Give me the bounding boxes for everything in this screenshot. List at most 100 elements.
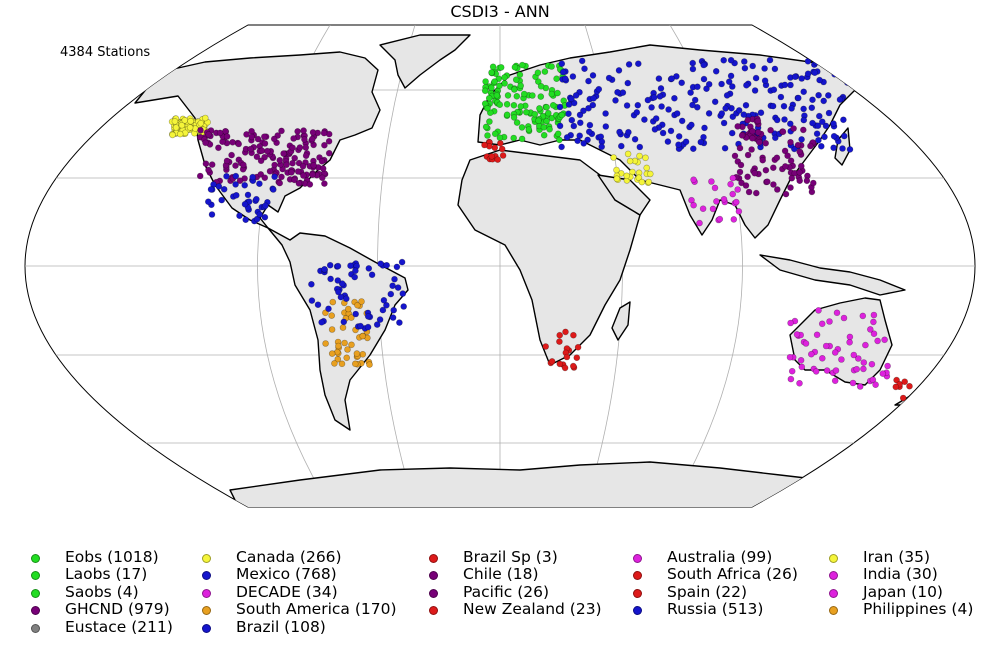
station-marker bbox=[797, 162, 805, 170]
legend-item: Mexico (768) bbox=[202, 566, 397, 583]
legend-item: Chile (18) bbox=[429, 566, 602, 583]
station-marker bbox=[808, 104, 816, 112]
station-marker bbox=[482, 78, 489, 85]
station-marker bbox=[718, 80, 725, 88]
legend-label: Brazil Sp (3) bbox=[463, 548, 558, 566]
station-marker bbox=[690, 176, 697, 183]
station-marker bbox=[635, 174, 643, 181]
station-marker bbox=[501, 74, 508, 81]
station-marker bbox=[728, 83, 736, 90]
station-marker bbox=[752, 189, 760, 197]
station-marker bbox=[705, 110, 713, 117]
legend-marker bbox=[829, 571, 838, 581]
legend-item: DECADE (34) bbox=[202, 582, 397, 601]
station-marker bbox=[856, 383, 864, 390]
station-marker bbox=[291, 154, 299, 162]
station-marker bbox=[197, 120, 205, 127]
station-marker bbox=[893, 376, 900, 384]
station-marker bbox=[866, 326, 874, 333]
station-marker bbox=[787, 157, 795, 165]
station-marker bbox=[554, 130, 562, 138]
legend-item: New Zealand (23) bbox=[429, 600, 602, 618]
station-marker bbox=[257, 171, 265, 178]
station-marker bbox=[688, 121, 695, 129]
station-marker bbox=[496, 101, 504, 108]
station-marker bbox=[713, 198, 720, 205]
station-marker bbox=[901, 378, 909, 386]
station-marker bbox=[339, 324, 347, 331]
station-marker bbox=[300, 127, 307, 134]
station-marker bbox=[511, 63, 519, 71]
station-marker bbox=[771, 65, 779, 73]
station-marker bbox=[518, 135, 526, 143]
station-marker bbox=[494, 156, 502, 163]
station-marker bbox=[924, 377, 931, 384]
legend-column-5: Iran (35) India (30) Japan (10) Philippi… bbox=[829, 548, 973, 619]
station-marker bbox=[565, 101, 573, 108]
station-marker bbox=[207, 186, 215, 193]
station-marker bbox=[613, 175, 621, 182]
station-marker bbox=[262, 202, 269, 209]
station-marker bbox=[580, 140, 588, 147]
station-marker bbox=[636, 152, 643, 160]
station-marker bbox=[580, 107, 587, 115]
station-marker bbox=[291, 176, 298, 184]
legend-label: Canada (266) bbox=[236, 548, 342, 566]
station-marker bbox=[261, 213, 269, 221]
station-marker bbox=[537, 83, 545, 90]
station-marker bbox=[271, 161, 278, 169]
station-marker bbox=[823, 367, 831, 374]
station-marker bbox=[804, 57, 812, 65]
station-marker bbox=[288, 169, 295, 176]
legend-label: DECADE (34) bbox=[236, 582, 338, 601]
legend-item: Eustace (211) bbox=[31, 618, 173, 636]
station-marker bbox=[874, 337, 881, 345]
station-marker bbox=[578, 57, 586, 65]
station-marker bbox=[244, 191, 252, 199]
legend-marker bbox=[633, 554, 642, 563]
station-marker bbox=[744, 151, 752, 159]
station-marker bbox=[314, 301, 322, 309]
station-marker bbox=[761, 77, 769, 84]
station-marker bbox=[846, 333, 854, 341]
legend-item: Japan (10) bbox=[829, 583, 973, 601]
station-marker bbox=[383, 301, 390, 309]
station-marker bbox=[498, 145, 506, 153]
station-marker bbox=[767, 126, 774, 134]
station-marker bbox=[800, 88, 808, 96]
station-marker bbox=[658, 103, 665, 110]
station-marker bbox=[556, 122, 564, 130]
station-marker bbox=[499, 152, 507, 159]
station-marker bbox=[561, 364, 569, 372]
station-marker bbox=[787, 319, 794, 327]
station-marker bbox=[729, 190, 737, 198]
station-marker bbox=[841, 74, 849, 82]
station-marker bbox=[673, 110, 681, 117]
station-marker bbox=[668, 75, 676, 82]
station-marker bbox=[748, 146, 755, 153]
station-marker bbox=[655, 75, 663, 82]
station-marker bbox=[727, 72, 735, 80]
station-marker bbox=[721, 144, 729, 152]
station-marker bbox=[826, 318, 833, 325]
station-marker bbox=[633, 109, 641, 116]
madagascar bbox=[611, 301, 631, 341]
station-marker bbox=[722, 105, 729, 112]
station-marker bbox=[216, 129, 224, 137]
station-marker bbox=[228, 151, 235, 159]
station-marker bbox=[254, 135, 262, 143]
station-marker bbox=[202, 114, 209, 122]
station-marker bbox=[364, 313, 372, 320]
station-marker bbox=[930, 377, 938, 384]
station-marker bbox=[811, 69, 819, 76]
station-marker bbox=[838, 356, 845, 363]
station-marker bbox=[241, 182, 248, 189]
legend-marker bbox=[31, 606, 40, 616]
station-marker bbox=[208, 161, 216, 168]
station-marker bbox=[576, 119, 584, 127]
station-marker bbox=[568, 95, 575, 103]
station-marker bbox=[689, 65, 697, 73]
legend-marker bbox=[633, 606, 642, 616]
station-marker bbox=[796, 177, 804, 184]
legend-marker bbox=[202, 606, 211, 616]
